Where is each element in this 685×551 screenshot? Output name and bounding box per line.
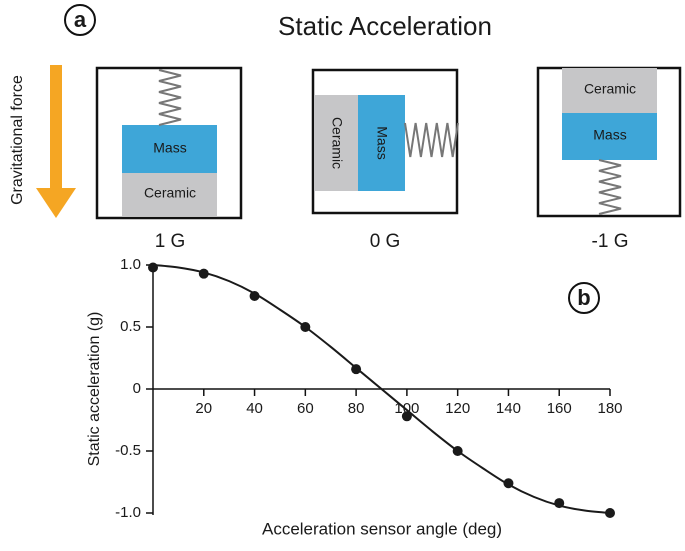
ceramic-label: Ceramic bbox=[329, 117, 345, 169]
data-point bbox=[401, 411, 412, 422]
x-tick-label: 40 bbox=[246, 400, 263, 417]
state-caption: -1 G bbox=[592, 231, 629, 252]
panel-badge bbox=[64, 4, 96, 36]
y-tick-label: 0.5 bbox=[120, 318, 141, 335]
diagram-title: Static Acceleration bbox=[278, 11, 492, 41]
x-tick-label: 140 bbox=[496, 400, 521, 417]
ceramic-block bbox=[562, 68, 657, 113]
ceramic-label: Ceramic bbox=[584, 81, 636, 97]
data-point bbox=[503, 478, 514, 489]
mass-block bbox=[358, 95, 405, 191]
x-tick-label: 160 bbox=[547, 400, 572, 417]
mass-label: Mass bbox=[593, 127, 626, 143]
force-label: Gravitational force bbox=[9, 75, 26, 205]
panel-label: b bbox=[577, 285, 590, 310]
mass-block bbox=[562, 113, 657, 160]
x-tick-label: 180 bbox=[597, 400, 622, 417]
ceramic-label: Ceramic bbox=[144, 185, 196, 201]
force-arrow bbox=[50, 65, 62, 190]
data-point bbox=[198, 268, 209, 279]
y-axis-label: Static acceleration (g) bbox=[86, 312, 103, 467]
spring bbox=[598, 159, 622, 215]
ceramic-block bbox=[122, 173, 217, 216]
data-point bbox=[148, 262, 158, 273]
mass-label: Mass bbox=[153, 140, 186, 156]
x-tick-label: 120 bbox=[445, 400, 470, 417]
x-tick-label: 60 bbox=[297, 400, 314, 417]
y-tick-label: 1.0 bbox=[120, 256, 141, 273]
data-point bbox=[452, 446, 463, 456]
state-caption: 0 G bbox=[370, 231, 401, 252]
y-tick-label: -0.5 bbox=[115, 442, 141, 459]
spring bbox=[158, 69, 182, 126]
data-point bbox=[351, 364, 362, 375]
data-point bbox=[554, 498, 565, 509]
data-point bbox=[249, 291, 260, 301]
force-arrowhead bbox=[36, 188, 76, 218]
state-caption: 1 G bbox=[155, 231, 186, 252]
data-point bbox=[605, 508, 615, 518]
x-axis-label: Acceleration sensor angle (deg) bbox=[262, 519, 502, 538]
mass-label: Mass bbox=[374, 126, 390, 159]
data-point bbox=[300, 322, 311, 332]
mass-block bbox=[122, 125, 217, 173]
ceramic-block bbox=[314, 95, 358, 191]
x-tick-label: 80 bbox=[348, 400, 365, 417]
fit-line bbox=[152, 264, 611, 514]
y-tick-label: 0 bbox=[133, 380, 141, 397]
x-tick-label: 20 bbox=[195, 400, 212, 417]
panel-badge bbox=[568, 282, 600, 314]
spring bbox=[404, 122, 459, 158]
y-tick-label: -1.0 bbox=[115, 504, 141, 521]
panel-label: a bbox=[74, 7, 87, 32]
